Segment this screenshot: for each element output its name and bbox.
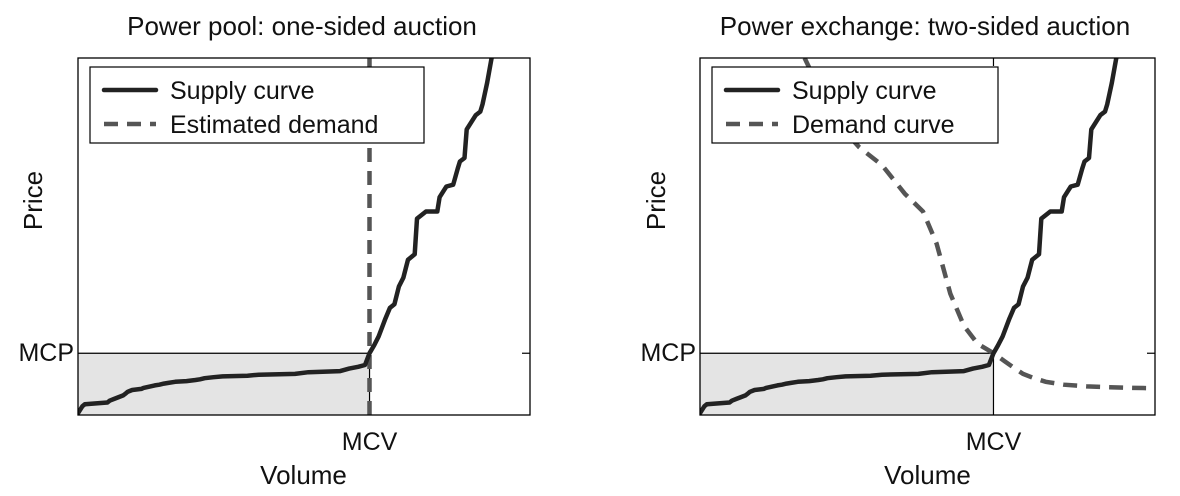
chart-title-left: Power pool: one-sided auction bbox=[127, 11, 477, 41]
chart-panel-left: Power pool: one-sided auction Price Volu… bbox=[18, 11, 531, 490]
legend-box-right bbox=[711, 66, 999, 144]
revenue-area-right bbox=[700, 353, 994, 415]
legend-left: Supply curve Estimated demand bbox=[89, 66, 425, 144]
legend-label-supply-right: Supply curve bbox=[792, 77, 937, 105]
legend-box-left bbox=[89, 66, 425, 144]
y-tick-label-mcp-right: MCP bbox=[640, 339, 696, 367]
legend-label-demand-right: Demand curve bbox=[792, 111, 955, 139]
x-tick-label-mcv-right: MCV bbox=[966, 428, 1022, 456]
plot-frame-right bbox=[699, 57, 1156, 416]
x-axis-label-left: Volume bbox=[260, 460, 347, 490]
demand-curve-line bbox=[802, 58, 1155, 391]
chart-title-right: Power exchange: two-sided auction bbox=[720, 11, 1130, 41]
plot-frame-left bbox=[77, 57, 531, 416]
legend-label-supply-left: Supply curve bbox=[170, 77, 315, 105]
chart-panel-right: Power exchange: two-sided auction Price … bbox=[640, 11, 1156, 490]
x-tick-label-mcv-left: MCV bbox=[342, 428, 398, 456]
legend-right: Supply curve Demand curve bbox=[711, 66, 999, 144]
x-axis-label-right: Volume bbox=[884, 460, 971, 490]
supply-curve-line-left bbox=[78, 58, 494, 415]
y-axis-label-left: Price bbox=[18, 171, 48, 230]
y-axis-label-right: Price bbox=[641, 171, 671, 230]
legend-label-demand-left: Estimated demand bbox=[170, 111, 378, 139]
supply-curve-line-right bbox=[700, 58, 1119, 415]
revenue-area-left bbox=[78, 353, 370, 415]
y-tick-label-mcp-left: MCP bbox=[18, 339, 74, 367]
